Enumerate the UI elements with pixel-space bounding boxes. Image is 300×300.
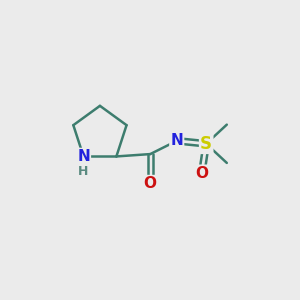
Text: O: O <box>195 166 208 181</box>
Text: N: N <box>170 133 183 148</box>
Text: O: O <box>144 176 157 191</box>
Text: S: S <box>200 135 212 153</box>
Text: H: H <box>78 165 89 178</box>
Text: N: N <box>77 149 90 164</box>
